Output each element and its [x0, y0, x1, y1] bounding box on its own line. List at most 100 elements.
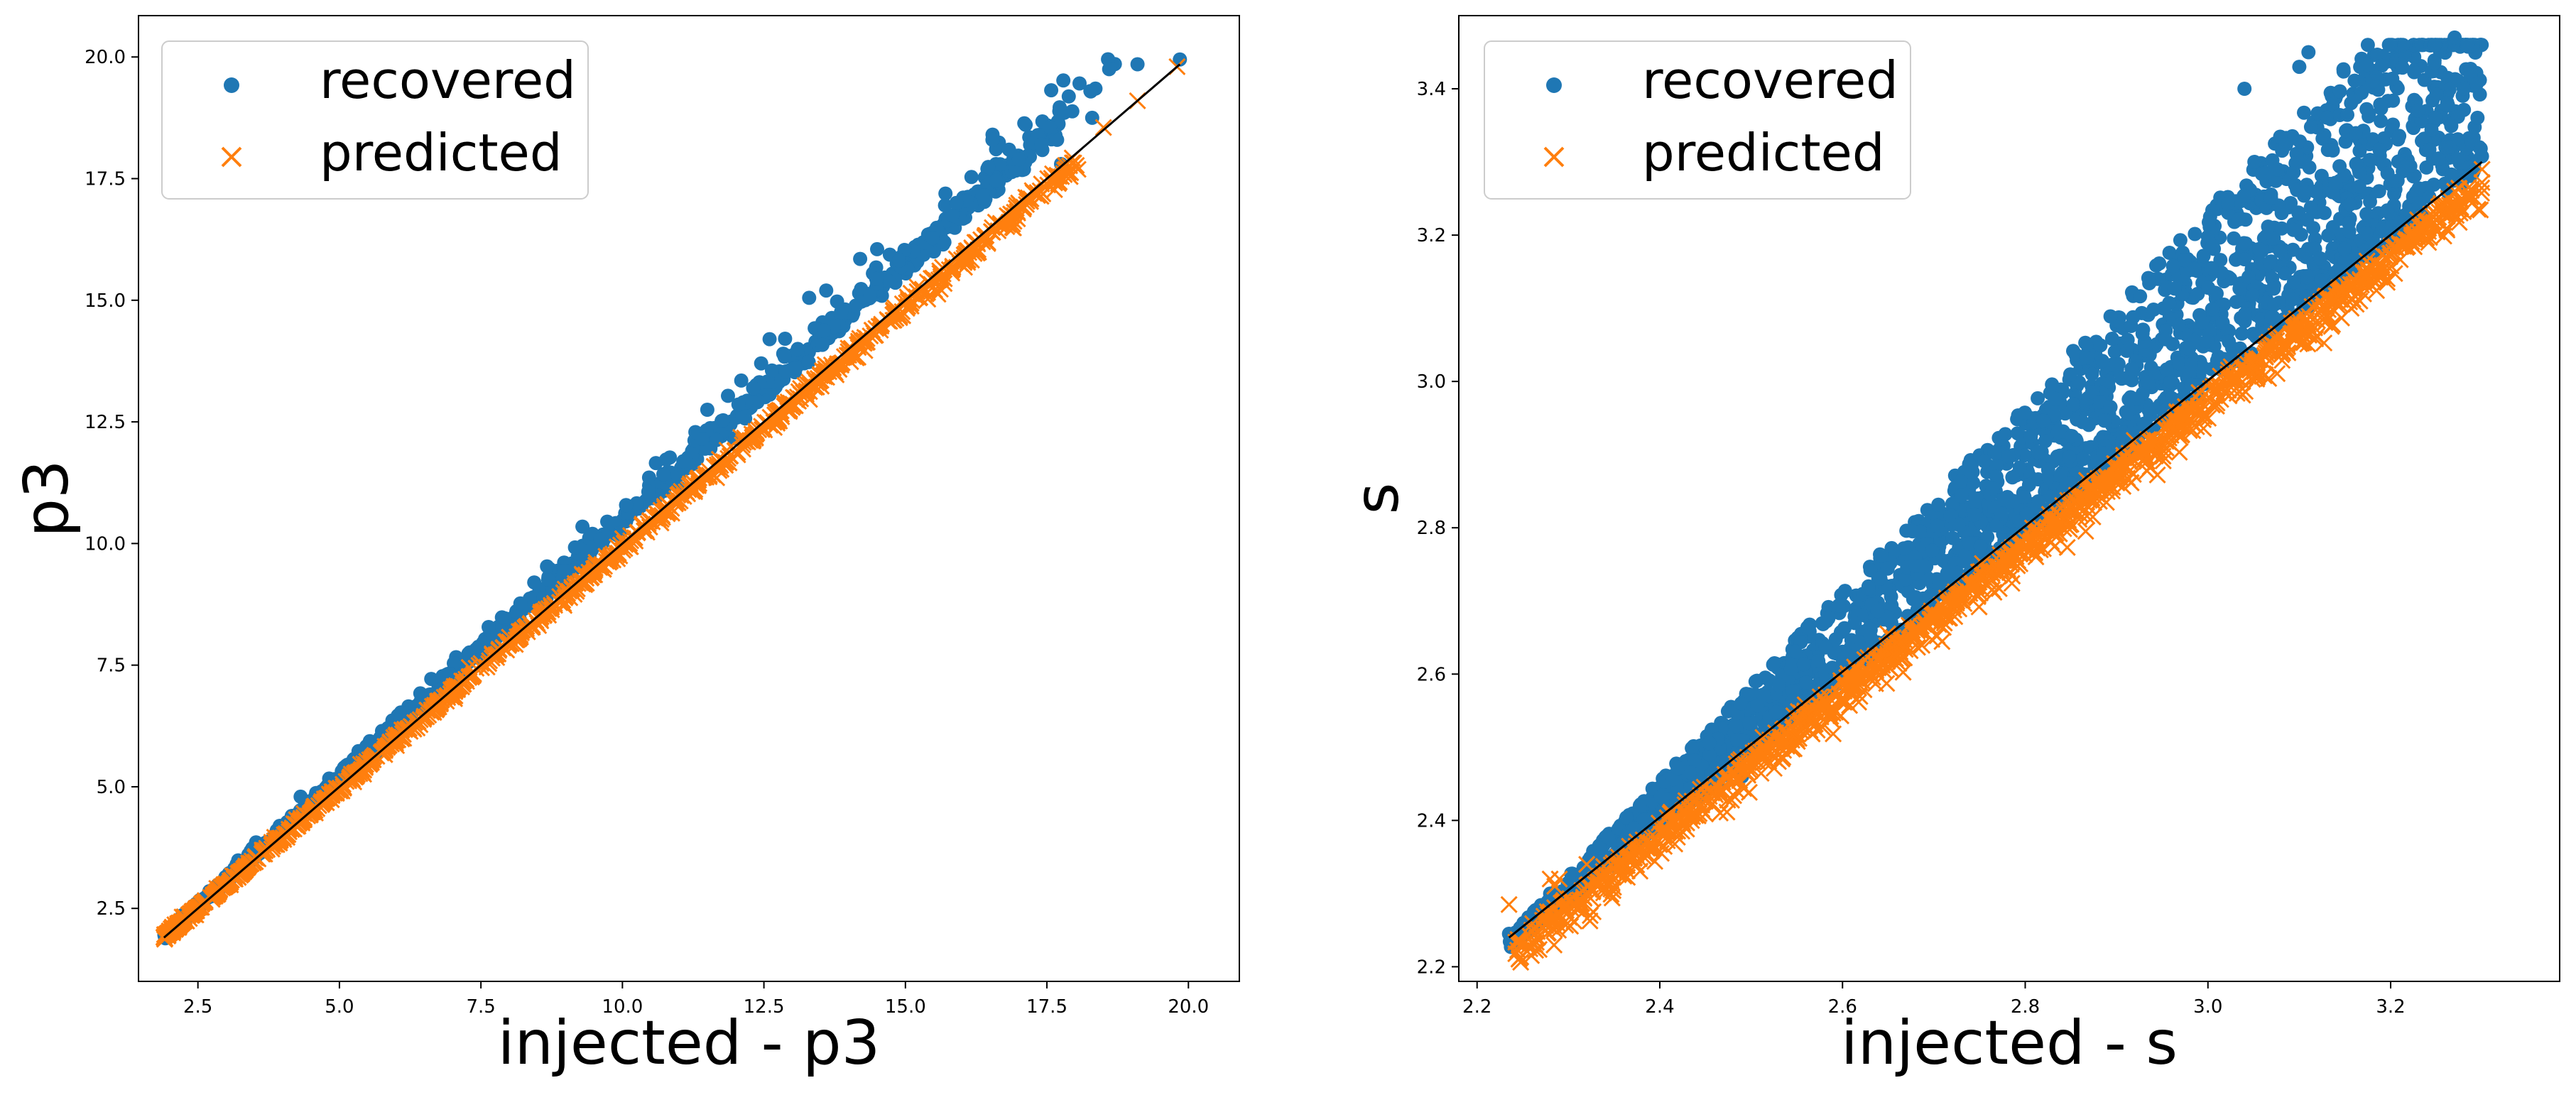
right-recovered-point: [2093, 338, 2108, 353]
right-recovered-point: [2470, 110, 2485, 125]
right-recovered-point: [2001, 450, 2016, 464]
right-recovered-point: [2119, 344, 2134, 358]
left-recovered-point: [1173, 52, 1188, 67]
right-recovered-point: [1873, 571, 1888, 586]
left-recovered-point: [731, 397, 746, 412]
right-recovered-point: [1908, 559, 1923, 573]
left-recovered-point: [834, 305, 849, 320]
right-recovered-point: [2396, 38, 2411, 53]
left-recovered-point: [891, 253, 906, 268]
left-predicted-point: [1094, 119, 1112, 136]
left-identity-line: [163, 63, 1181, 939]
left-legend-box: [161, 40, 589, 200]
left-recovered-point: [700, 403, 714, 417]
right-recovered-point: [1729, 732, 1744, 747]
left-recovered-point: [351, 743, 366, 758]
left-recovered-point: [527, 575, 542, 590]
right-recovered-point: [2210, 353, 2224, 368]
left-predicted-point: [511, 626, 529, 644]
left-recovered-point: [540, 572, 555, 587]
right-recovered-point: [2252, 241, 2266, 256]
right-recovered-point: [2130, 391, 2145, 406]
left-recovered-point: [1065, 104, 1080, 119]
left-recovered-point: [447, 656, 461, 671]
left-recovered-point: [1011, 152, 1026, 167]
left-predicted-point: [582, 569, 599, 587]
right-recovered-point: [2038, 434, 2053, 449]
left-recovered-point: [1053, 100, 1067, 115]
right-recovered-point: [1870, 604, 1885, 619]
left-recovered-point: [945, 208, 960, 223]
left-legend-recovered-marker: [224, 77, 239, 93]
right-recovered-point: [2165, 258, 2180, 273]
left-recovered-point: [476, 636, 491, 650]
right-recovered-point: [2231, 212, 2246, 227]
chart-right: 2.2 2.4 2.6 2.8 3.0 3.2 2.22.42.62.83.03.23.4…: [1342, 15, 2560, 1079]
left-predicted-point: [364, 751, 382, 769]
left-recovered-point: [513, 596, 528, 611]
left-predicted-point: [665, 493, 683, 511]
right-recovered-point: [2349, 156, 2364, 171]
right-recovered-point: [2451, 153, 2466, 167]
right-recovered-point: [2031, 494, 2045, 508]
right-recovered-point: [2317, 205, 2332, 220]
right-recovered-point: [2438, 140, 2453, 155]
right-recovered-point: [2163, 374, 2178, 389]
left-recovered-point: [558, 564, 572, 578]
right-recovered-point: [2036, 413, 2050, 428]
right-recovered-point: [2158, 332, 2173, 347]
right-recovered-point: [1799, 675, 1814, 690]
right-recovered-point: [2285, 292, 2300, 307]
left-predicted-point: [675, 488, 692, 506]
left-predicted-point: [460, 658, 478, 676]
left-predicted-point: [721, 447, 739, 465]
left-predicted-point: [1000, 214, 1018, 231]
right-recovered-point: [1768, 704, 1783, 719]
left-predicted-point: [710, 454, 728, 473]
right-recovered-point: [2325, 219, 2340, 234]
right-recovered-point: [2264, 310, 2278, 325]
left-recovered-point: [869, 271, 884, 286]
left-recovered-point: [685, 444, 700, 459]
left-recovered-point: [819, 283, 834, 298]
right-recovered-point: [2133, 289, 2148, 304]
left-axes-frame: [138, 15, 1240, 982]
left-predicted-point: [865, 324, 883, 342]
right-recovered-point: [2320, 143, 2335, 158]
right-recovered-point: [2095, 354, 2110, 369]
left-predicted-point: [826, 364, 844, 381]
right-recovered-point: [2359, 102, 2374, 116]
right-recovered-point: [2347, 73, 2362, 88]
right-recovered-point: [2359, 226, 2374, 241]
left-y-tick-label: 2.5: [97, 898, 126, 920]
right-recovered-point: [1771, 677, 1786, 692]
right-recovered-point: [2124, 361, 2139, 376]
right-recovered-point: [2444, 119, 2459, 134]
left-predicted-point: [976, 228, 994, 246]
right-recovered-point: [2315, 131, 2330, 146]
right-recovered-point: [2162, 295, 2177, 310]
right-recovered-point: [1954, 489, 1969, 503]
left-recovered-point: [815, 337, 830, 352]
left-recovered-point: [975, 188, 990, 203]
right-recovered-point: [1818, 640, 1833, 655]
right-recovered-point: [2237, 188, 2251, 203]
right-recovered-point: [2050, 425, 2065, 440]
right-recovered-point: [2097, 413, 2112, 428]
right-recovered-point: [2245, 288, 2260, 303]
right-recovered-point: [1742, 716, 1757, 731]
right-recovered-point: [2053, 468, 2068, 483]
right-recovered-point: [2337, 241, 2352, 256]
left-recovered-point: [540, 559, 555, 574]
right-recovered-point: [2271, 162, 2286, 177]
right-recovered-point: [2365, 132, 2380, 147]
right-recovered-point: [2078, 335, 2093, 350]
left-recovered-point: [1130, 57, 1145, 72]
right-recovered-point: [2019, 506, 2034, 521]
right-recovered-point: [2332, 159, 2347, 174]
right-recovered-point: [1973, 539, 1988, 554]
left-recovered-point: [754, 356, 768, 371]
right-recovered-point: [2196, 249, 2211, 263]
right-recovered-point: [2159, 362, 2174, 377]
left-recovered-point: [937, 235, 952, 250]
